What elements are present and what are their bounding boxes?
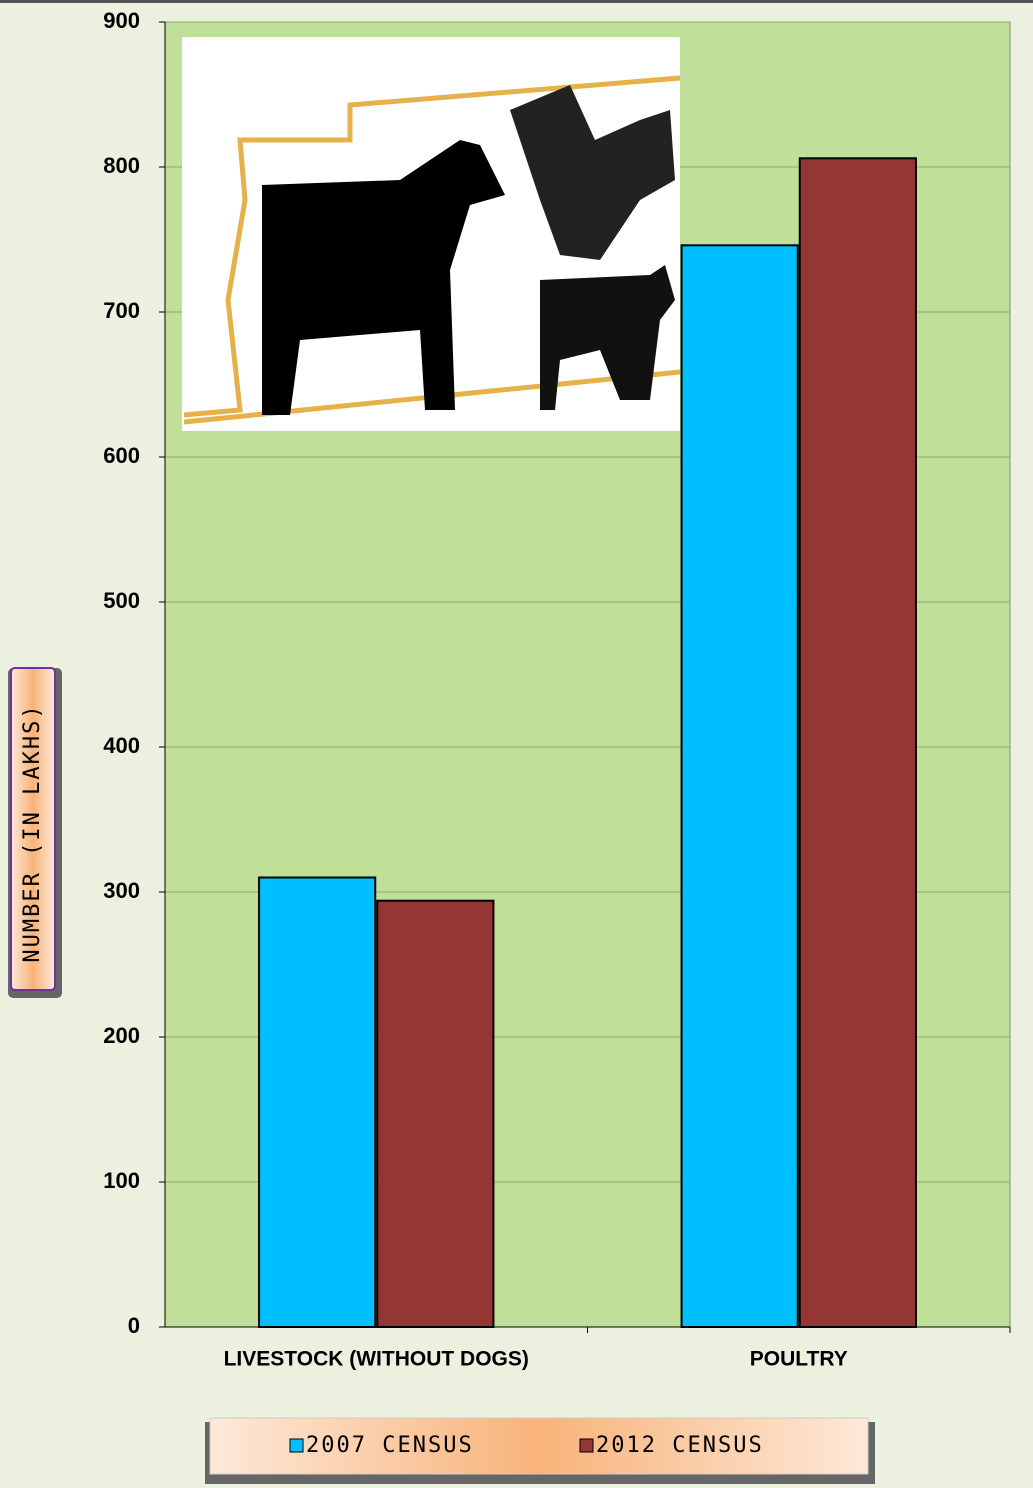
legend: 2007 CENSUS 2012 CENSUS (205, 1417, 875, 1484)
y-tick-label: 400 (103, 733, 140, 758)
y-axis-title-box: NUMBER (IN LAKHS) (8, 667, 62, 998)
x-tick-label: LIVESTOCK (WITHOUT DOGS) (224, 1348, 529, 1371)
bar (376, 899, 495, 1328)
y-tick-label: 200 (103, 1023, 140, 1048)
picture (182, 37, 681, 431)
top-border (0, 0, 1033, 3)
y-tick-label: 300 (103, 878, 140, 903)
legend-label: 2012 CENSUS (596, 1433, 764, 1458)
bar (258, 876, 377, 1328)
y-tick-label: 100 (103, 1168, 140, 1193)
y-tick-label: 800 (103, 153, 140, 178)
y-axis-title: NUMBER (IN LAKHS) (20, 703, 45, 962)
legend-label: 2007 CENSUS (306, 1433, 474, 1458)
y-tick-label: 600 (103, 443, 140, 468)
y-tick-label: 500 (103, 588, 140, 613)
bar (798, 157, 917, 1328)
y-tick-label: 700 (103, 298, 140, 323)
y-tick-label: 0 (128, 1313, 140, 1338)
bar (680, 244, 799, 1328)
legend-swatch (579, 1438, 594, 1453)
y-tick-label: 900 (103, 8, 140, 33)
x-tick-label: POULTRY (750, 1348, 848, 1371)
legend-swatch (289, 1438, 304, 1453)
